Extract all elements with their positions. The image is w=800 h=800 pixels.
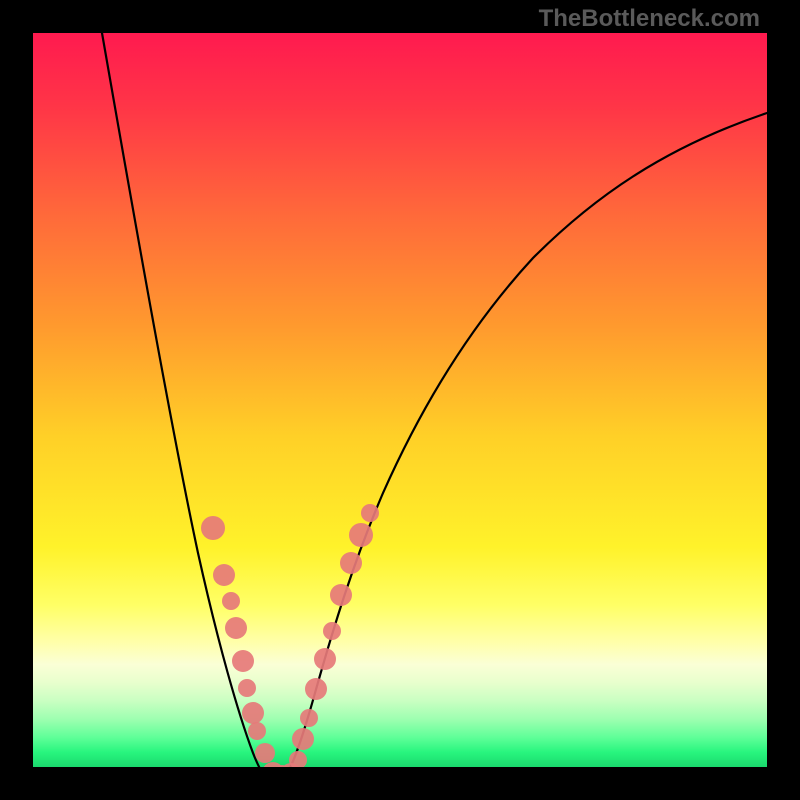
watermark-text: TheBottleneck.com <box>539 5 760 33</box>
data-marker <box>361 504 379 522</box>
data-marker <box>314 648 336 670</box>
data-marker <box>289 751 307 767</box>
data-marker <box>349 523 373 547</box>
data-marker <box>330 584 352 606</box>
plot-area <box>33 33 767 767</box>
chart-frame: TheBottleneck.com <box>0 0 800 800</box>
data-marker <box>213 564 235 586</box>
data-marker <box>323 622 341 640</box>
data-marker <box>222 592 240 610</box>
data-marker <box>238 679 256 697</box>
data-marker <box>232 650 254 672</box>
data-marker <box>255 743 275 763</box>
data-marker <box>248 722 266 740</box>
data-marker <box>201 516 225 540</box>
data-marker <box>292 728 314 750</box>
data-marker <box>225 617 247 639</box>
data-marker <box>242 702 264 724</box>
data-marker <box>340 552 362 574</box>
data-marker <box>300 709 318 727</box>
data-marker <box>305 678 327 700</box>
marker-layer <box>33 33 767 767</box>
